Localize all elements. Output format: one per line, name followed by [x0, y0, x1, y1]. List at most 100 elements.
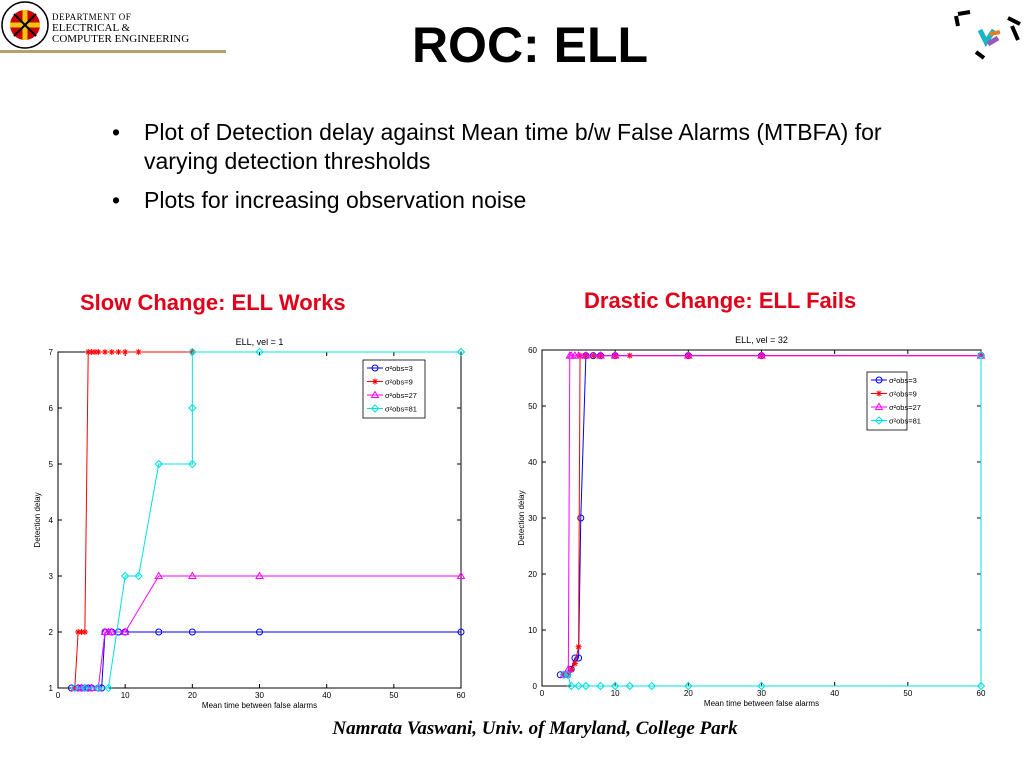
data-point: [91, 349, 98, 355]
left-chart-caption: Slow Change: ELL Works: [80, 290, 346, 315]
y-tick-label: 50: [528, 402, 537, 411]
data-point: [976, 681, 986, 691]
bullet-text: Plots for increasing observation noise: [144, 187, 527, 213]
data-point: [95, 349, 102, 355]
y-tick-label: 1: [49, 684, 54, 693]
data-point: [102, 349, 109, 355]
data-point: [559, 670, 569, 680]
data-point: [568, 666, 575, 673]
data-point: [115, 349, 122, 355]
data-point: [372, 378, 378, 385]
data-point: [104, 683, 113, 693]
data-point: [370, 404, 380, 413]
data-point: [88, 349, 95, 355]
data-point: [571, 660, 578, 667]
legend-label: σ²obs=81: [889, 417, 921, 426]
data-point: [683, 351, 693, 359]
bullet-text: Plot of Detection delay against Mean tim…: [144, 119, 882, 174]
data-point: [581, 351, 591, 359]
y-tick-label: 4: [49, 516, 54, 525]
y-tick-label: 2: [49, 628, 54, 637]
data-point: [188, 403, 197, 413]
data-point: [596, 681, 605, 691]
data-point: [134, 571, 143, 581]
university-seal-icon: [1, 1, 49, 49]
data-point: [120, 571, 130, 581]
x-axis-label: Mean time between false alarms: [202, 701, 317, 710]
data-point: [876, 390, 882, 397]
x-tick-label: 0: [56, 691, 61, 700]
data-point: [456, 571, 466, 579]
x-tick-label: 40: [830, 689, 839, 698]
series-diamond: [559, 351, 986, 691]
legend-label: σ²obs=3: [889, 376, 917, 385]
y-tick-label: 3: [49, 572, 54, 581]
y-axis-label: Detection delay: [33, 492, 42, 547]
data-point: [874, 402, 884, 410]
bullet-item: • Plots for increasing observation noise: [110, 186, 930, 215]
logo-divider: [0, 50, 226, 53]
logo-line-3: COMPUTER ENGINEERING: [52, 33, 190, 45]
data-point: [80, 683, 90, 693]
x-tick-label: 20: [684, 689, 693, 698]
logo-line-1: DEPARTMENT OF: [52, 12, 132, 22]
data-point: [135, 349, 142, 355]
data-point: [70, 683, 79, 693]
y-tick-label: 40: [528, 458, 537, 467]
ece-corner-logo-icon: [954, 10, 1021, 60]
x-tick-label: 20: [188, 691, 197, 700]
right-chart-caption: Drastic Change: ELL Fails: [584, 288, 857, 313]
y-tick-label: 60: [528, 346, 537, 355]
bullet-item: • Plot of Detection delay against Mean ti…: [110, 118, 930, 176]
data-point: [94, 683, 103, 693]
data-point: [155, 628, 163, 636]
data-point: [75, 629, 82, 635]
data-point: [457, 628, 465, 636]
series-line: [74, 351, 461, 689]
x-tick-label: 60: [977, 689, 986, 698]
data-point: [122, 349, 129, 355]
data-point: [370, 390, 380, 398]
department-logo: DEPARTMENT OF ELECTRICAL & COMPUTER ENGI…: [0, 0, 226, 53]
data-point: [120, 627, 130, 635]
x-axis-label: Mean time between false alarms: [704, 699, 819, 708]
data-point: [188, 459, 197, 469]
data-point: [371, 364, 379, 372]
data-point: [577, 514, 585, 522]
y-axis-label: Detection delay: [517, 490, 526, 545]
data-point: [757, 351, 766, 359]
y-tick-label: 7: [49, 348, 54, 357]
data-point: [456, 347, 466, 357]
data-point: [874, 416, 884, 425]
y-tick-label: 0: [533, 682, 538, 691]
series-line: [563, 355, 982, 687]
x-tick-label: 30: [757, 689, 766, 698]
legend-label: σ²obs=27: [385, 391, 417, 400]
data-point: [255, 571, 264, 579]
x-tick-label: 10: [121, 691, 130, 700]
x-tick-label: 50: [903, 689, 912, 698]
series-line: [563, 355, 981, 676]
y-tick-label: 30: [528, 514, 537, 523]
data-point: [107, 627, 117, 635]
bullet-icon: •: [112, 187, 121, 213]
data-point: [108, 349, 115, 355]
data-point: [610, 681, 620, 691]
footer-credit: Namrata Vaswani, Univ. of Maryland, Coll…: [332, 718, 738, 739]
data-point: [625, 681, 635, 691]
data-point: [81, 629, 88, 635]
data-point: [610, 351, 620, 359]
data-point: [154, 459, 163, 469]
x-tick-label: 40: [322, 691, 331, 700]
plot-area: [541, 349, 982, 687]
x-tick-label: 30: [255, 691, 264, 700]
x-tick-label: 0: [540, 689, 545, 698]
bullet-list: • Plot of Detection delay against Mean ti…: [110, 118, 930, 225]
data-point: [684, 681, 693, 691]
data-point: [574, 681, 583, 691]
left-roc-chart: ELL, vel = 1 0 10 20 30 40 50 60 1 2 3 4 5 6 7 Mean tim…: [28, 332, 480, 718]
data-point: [85, 349, 92, 355]
data-point: [567, 681, 576, 691]
series-triangle: [559, 351, 986, 678]
x-tick-label: 60: [457, 691, 466, 700]
